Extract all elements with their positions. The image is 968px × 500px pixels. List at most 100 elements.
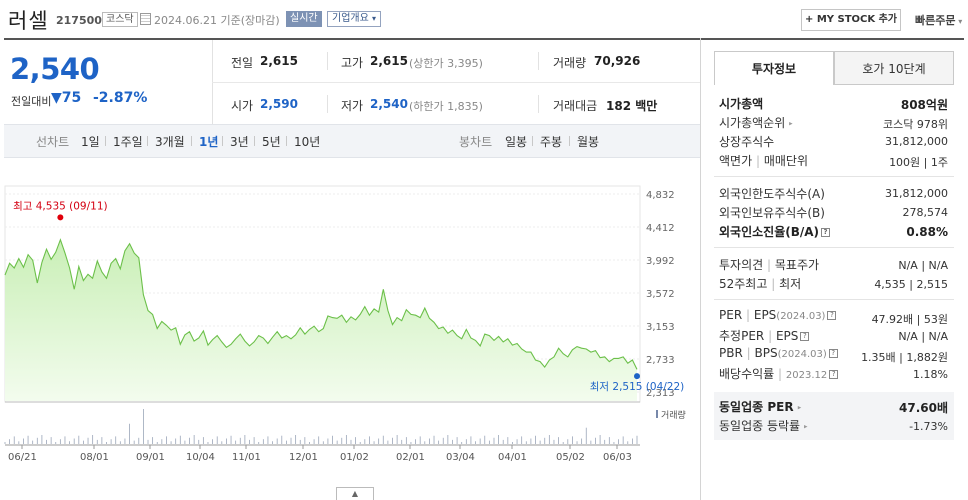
x-tick-label: 01/02 (340, 452, 369, 463)
y-tick-label: 2,733 (646, 355, 675, 366)
divider (714, 299, 954, 300)
tab-candle-0[interactable]: 일봉 (505, 135, 528, 149)
dividend-label: 배당수익률 | 2023.12? (719, 365, 839, 382)
price-area (5, 239, 637, 401)
foreign-limit-label: 외국인한도주식수(A) (719, 187, 825, 201)
divider (714, 176, 954, 177)
divider (538, 95, 539, 113)
volume-label: 거래량 (661, 409, 686, 421)
divider (714, 84, 954, 85)
open-value: 2,590 (260, 97, 298, 111)
divider (714, 247, 954, 248)
eps-label: EPS (753, 308, 777, 322)
down-triangle-icon: ▼ (51, 90, 62, 106)
prev-close-value: 2,615 (260, 54, 298, 68)
trade-value-label: 거래대금 (553, 99, 598, 113)
industry-box (714, 392, 954, 440)
company-info-label: 기업개요 (332, 13, 369, 24)
tab-invest-info[interactable]: 투자정보 (714, 51, 834, 85)
market-cap-rank-value: 코스닥 978위 (883, 118, 948, 131)
tab-period-0[interactable]: 1일 (81, 135, 100, 149)
low-label: 저가 (341, 99, 364, 113)
tab-gap (715, 84, 833, 85)
tab-candle-1[interactable]: 주봉 (540, 135, 563, 149)
eps-period: (2024.03) (776, 311, 826, 322)
industry-change-text: 동일업종 등락률 (719, 419, 801, 433)
current-price: 2,540 (10, 52, 100, 86)
company-info-dropdown[interactable]: 기업개요 ▾ (327, 11, 382, 27)
high-label: 고가 (341, 56, 364, 70)
unit-label: 매매단위 (763, 154, 808, 168)
opinion-target-label: 투자의견 | 목표주가 (719, 258, 820, 272)
est-per-eps-value: N/A | N/A (898, 330, 948, 343)
high-value: 2,615 (370, 54, 408, 68)
tab-period-1[interactable]: 1주일 (113, 135, 143, 149)
trade-value-unit: 백만 (635, 99, 658, 113)
tab-period-4[interactable]: 3년 (230, 135, 249, 149)
help-icon[interactable]: ? (827, 311, 837, 320)
candle-chart-label: 봉차트 (459, 135, 493, 149)
stock-code: 217500 (56, 14, 102, 27)
market-cap-rank-label[interactable]: 시가총액순위 ▸ (719, 114, 793, 131)
help-icon[interactable]: ? (800, 332, 810, 341)
change-label: 전일대비 (11, 95, 52, 108)
price-line (4, 238, 638, 370)
volume-legend-icon (656, 410, 658, 418)
y-tick-label: 3,153 (646, 322, 675, 333)
market-cap-label: 시가총액 (719, 97, 764, 111)
price-chart[interactable]: 4,832 4,412 3,992 3,572 3,153 2,733 2,313 최고 4,… (0, 168, 700, 468)
calendar-icon (140, 13, 151, 25)
help-icon[interactable]: ? (821, 228, 831, 237)
x-tick-label: 02/01 (396, 452, 425, 463)
industry-change-value: -1.73% (909, 420, 948, 433)
help-icon[interactable]: ? (828, 349, 838, 358)
tab-period-3[interactable]: 1년 (199, 135, 219, 149)
my-stock-add-button[interactable]: + MY STOCK 추가 (801, 9, 901, 31)
y-tick-label: 4,832 (646, 190, 675, 201)
dividend-value: 1.18% (913, 368, 948, 381)
volume-value: 70,926 (594, 54, 641, 68)
tab-separator (105, 136, 106, 146)
divider (538, 52, 539, 70)
per-label: PER (719, 308, 743, 322)
tab-separator (286, 136, 287, 146)
tab-separator (254, 136, 255, 146)
opinion-label: 투자의견 (719, 258, 764, 272)
x-tick-label: 04/01 (498, 452, 527, 463)
foreign-ratio-text: 외국인소진율(B/A) (719, 225, 820, 239)
par-unit-label: 액면가 | 매매단위 (719, 154, 808, 168)
tab-period-6[interactable]: 10년 (294, 135, 321, 149)
industry-per-label[interactable]: 동일업종 PER ▸ (719, 398, 801, 415)
tab-separator (569, 136, 570, 146)
industry-change-label[interactable]: 동일업종 등락률 ▸ (719, 417, 807, 434)
low-marker (634, 373, 640, 380)
x-tick-label: 09/01 (136, 452, 165, 463)
trade-value: 182 백만 (606, 97, 657, 114)
prev-close-label: 전일 (231, 56, 254, 70)
help-icon[interactable]: ? (829, 370, 839, 379)
volume-label: 거래량 (553, 56, 587, 70)
chevron-up-icon: ▲ (351, 489, 359, 498)
tab-separator (222, 136, 223, 146)
x-tick-label: 03/04 (446, 452, 475, 463)
dividend-period: 2023.12 (785, 370, 828, 381)
y-tick-label: 3,572 (646, 289, 675, 300)
tab-candle-2[interactable]: 월봉 (577, 135, 600, 149)
w52-value: 4,535 | 2,515 (874, 278, 948, 291)
chart-collapse-button[interactable]: ▲ (336, 487, 374, 500)
foreign-ratio-label: 외국인소진율(B/A)? (719, 223, 831, 240)
realtime-button[interactable]: 실시간 (286, 11, 322, 27)
tab-period-5[interactable]: 5년 (262, 135, 281, 149)
x-tick-label: 08/01 (80, 452, 109, 463)
w52-low-label: 최저 (779, 277, 802, 291)
date-info: 2024.06.21 기준(장마감) (154, 12, 280, 28)
foreign-ratio-value: 0.88% (906, 225, 948, 239)
tab-period-2[interactable]: 3개월 (155, 135, 185, 149)
chevron-down-icon: ▾ (372, 14, 377, 23)
market-cap-rank-text: 시가총액순위 (719, 116, 786, 130)
tab-orderbook[interactable]: 호가 10단계 (834, 51, 954, 85)
est-per-label: 추정PER (719, 329, 765, 343)
chevron-right-icon: ▸ (803, 422, 808, 431)
quick-order-button[interactable]: 빠른주문 ▾ (915, 12, 962, 28)
change-amount-value: 75 (61, 90, 82, 106)
